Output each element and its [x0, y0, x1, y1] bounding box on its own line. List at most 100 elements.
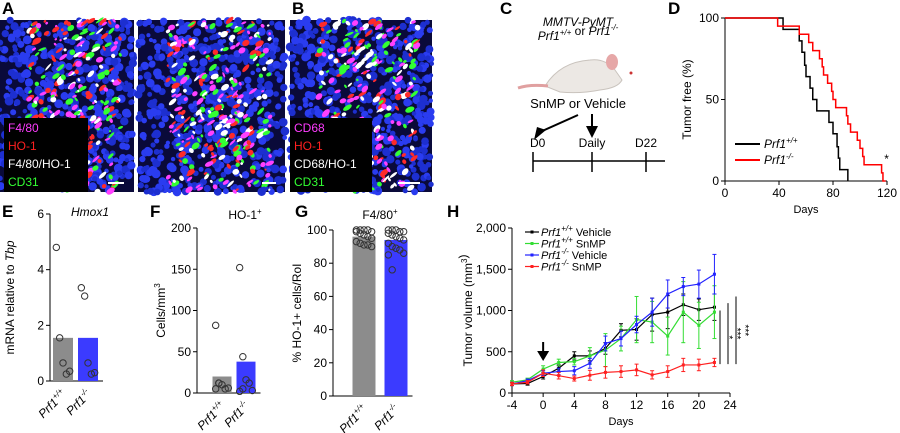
stained-cell — [206, 119, 215, 126]
nucleus — [167, 188, 172, 194]
stained-cell — [108, 174, 113, 180]
data-point — [364, 241, 372, 249]
ylabel-part: Tumor volume ( — [461, 283, 475, 367]
stained-cell — [230, 79, 235, 85]
genotype-name: Prf1 — [541, 239, 561, 251]
stained-cell — [95, 140, 101, 146]
bar — [236, 361, 256, 393]
nucleus — [149, 108, 158, 117]
y-tick-label: 1,000 — [476, 304, 506, 318]
stained-cell — [67, 24, 75, 32]
x-tick-label: -4 — [507, 398, 518, 412]
stained-cell — [341, 52, 347, 57]
nucleus — [189, 58, 199, 68]
gs: +/+ — [560, 28, 572, 37]
stained-cell — [225, 22, 233, 28]
bar — [384, 239, 408, 396]
stained-cell — [327, 54, 334, 60]
nucleus — [62, 103, 69, 110]
stained-cell — [89, 116, 97, 122]
stained-cell — [231, 90, 238, 98]
nucleus — [10, 71, 19, 80]
stained-cell — [237, 111, 244, 118]
nucleus — [181, 47, 189, 55]
stained-cell — [184, 116, 191, 123]
stained-cell — [111, 79, 115, 83]
nucleus — [252, 101, 260, 108]
nucleus — [386, 124, 392, 130]
nucleus — [166, 56, 174, 64]
data-point — [557, 370, 561, 374]
stained-cell — [215, 142, 218, 148]
y-tick-label: 100 — [307, 223, 327, 237]
stained-cell — [227, 180, 234, 188]
stained-cell — [410, 58, 416, 64]
nucleus — [428, 98, 433, 103]
nucleus — [161, 114, 169, 123]
data-point — [392, 232, 400, 241]
nucleus — [417, 122, 423, 128]
nucleus — [8, 33, 15, 40]
stain-legend-label: HO-1 — [8, 139, 37, 153]
stained-cell — [118, 52, 122, 57]
stained-cell — [74, 36, 83, 41]
data-point — [526, 380, 530, 384]
nucleus — [304, 90, 313, 99]
ylabel-italic: Tbp — [3, 240, 17, 261]
nucleus — [0, 182, 5, 191]
significance-marker: * — [884, 152, 889, 166]
nucleus — [425, 45, 434, 54]
stained-cell — [371, 187, 375, 191]
nucleus — [295, 19, 303, 27]
panel-label-C: C — [500, 0, 512, 18]
stained-cell — [118, 36, 122, 41]
nucleus — [0, 46, 3, 51]
stained-cell — [353, 95, 360, 101]
nucleus — [5, 85, 10, 90]
stained-cell — [394, 26, 401, 31]
nucleus — [423, 74, 432, 83]
stained-cell — [334, 89, 341, 94]
stained-cell — [204, 174, 209, 180]
nucleus — [34, 87, 43, 96]
stained-cell — [103, 100, 110, 106]
stained-cell — [246, 179, 254, 185]
nucleus — [427, 113, 435, 122]
data-point — [572, 360, 576, 364]
data-point — [224, 384, 233, 392]
stained-cell — [110, 45, 118, 52]
nucleus — [86, 35, 91, 40]
stained-cell — [106, 187, 115, 195]
data-point — [221, 385, 229, 393]
stained-cell — [243, 102, 248, 107]
stained-cell — [391, 61, 395, 65]
stained-cell — [390, 184, 395, 189]
mouse-illustration — [517, 54, 633, 94]
stained-cell — [54, 38, 58, 41]
stained-cell — [68, 71, 76, 77]
data-point — [603, 370, 607, 374]
nucleus — [192, 124, 197, 130]
nucleus — [217, 39, 224, 46]
y-tick-label: 6 — [37, 207, 44, 221]
nucleus — [20, 22, 27, 29]
nucleus — [198, 65, 206, 73]
stained-cell — [268, 188, 271, 191]
stained-cell — [405, 106, 415, 113]
stained-cell — [185, 186, 193, 193]
stained-cell — [88, 140, 93, 145]
stained-cell — [25, 113, 33, 119]
stained-cell — [352, 61, 358, 67]
legend-marker — [530, 230, 534, 234]
nucleus — [51, 65, 58, 72]
stained-cell — [169, 113, 175, 119]
nucleus — [152, 39, 157, 44]
nucleus — [256, 169, 265, 178]
stained-cell — [255, 40, 264, 47]
stained-cell — [191, 45, 196, 50]
nucleus — [176, 19, 185, 27]
nucleus — [154, 43, 162, 51]
nucleus — [425, 55, 431, 61]
data-point — [384, 229, 393, 238]
